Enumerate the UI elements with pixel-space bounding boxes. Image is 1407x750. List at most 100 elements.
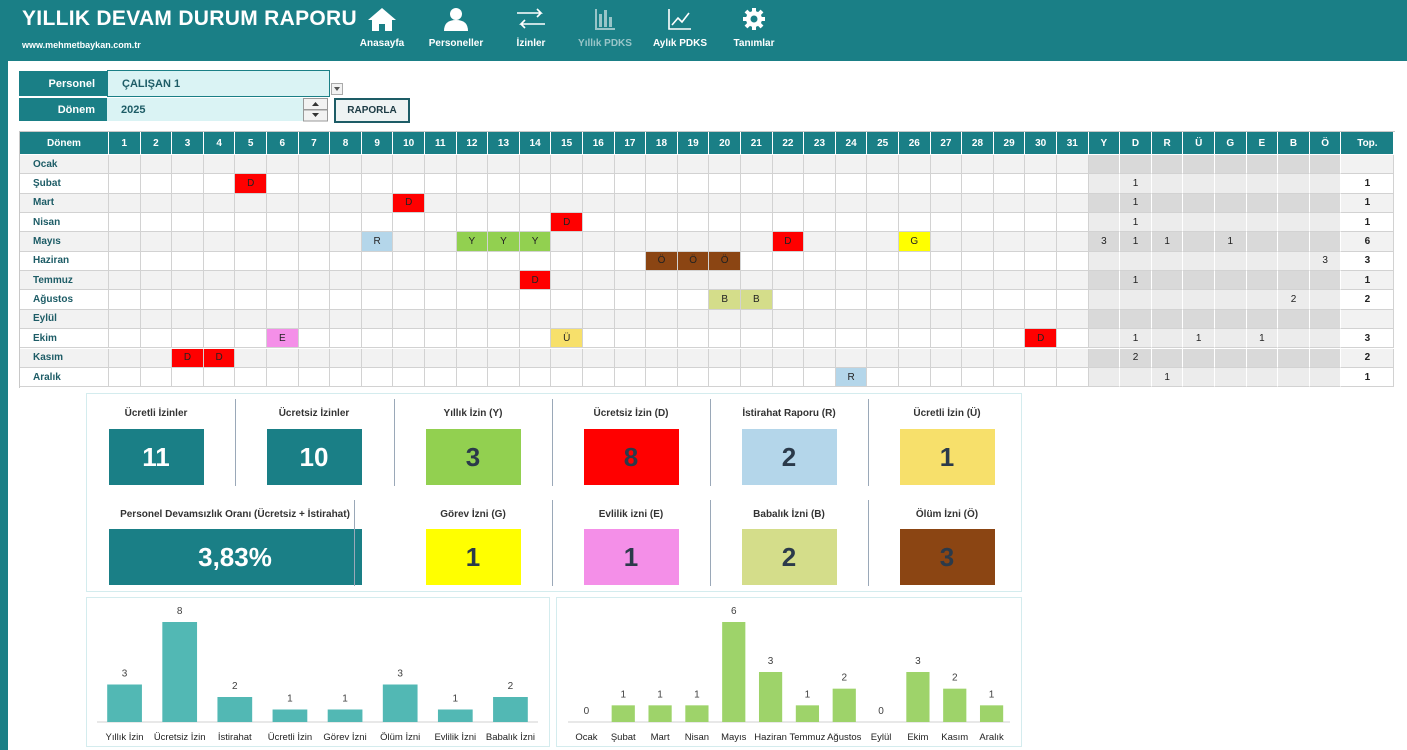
leave-mark: B	[741, 290, 773, 310]
day-cell	[899, 348, 931, 368]
day-cell	[614, 271, 647, 291]
day-cell	[330, 232, 362, 252]
count-cell	[1151, 348, 1184, 368]
dropdown-button[interactable]	[331, 83, 343, 95]
day-cell	[1057, 213, 1089, 233]
column-header: 19	[677, 132, 710, 155]
summary-panel: Ücretli İzinler 11 Ücretsiz İzinler 10 Yıllı…	[86, 393, 1022, 592]
nav-item[interactable]: Anasayfa	[359, 38, 405, 49]
day-cell	[140, 174, 173, 194]
count-cell	[1246, 155, 1279, 175]
day-cell	[899, 290, 931, 310]
day-cell	[425, 367, 457, 388]
day-cell	[393, 309, 425, 330]
day-cell	[425, 174, 457, 194]
day-cell	[235, 155, 267, 175]
day-cell	[330, 290, 362, 310]
day-cell	[741, 348, 773, 368]
day-cell	[867, 367, 899, 388]
count-cell	[1183, 348, 1215, 368]
month-label: Ekim	[20, 329, 109, 349]
day-cell	[835, 155, 868, 175]
day-cell	[267, 251, 299, 272]
nav-item[interactable]: Tanımlar	[733, 38, 775, 49]
spinner[interactable]	[303, 98, 328, 122]
column-header: 25	[867, 132, 899, 155]
day-cell	[203, 271, 236, 291]
column-header: 13	[488, 132, 520, 155]
day-cell	[804, 367, 836, 388]
day-cell	[930, 367, 963, 388]
day-cell	[772, 348, 805, 368]
count-cell	[1246, 232, 1279, 252]
day-cell	[646, 271, 678, 291]
day-cell	[172, 232, 204, 252]
column-header: 20	[709, 132, 741, 155]
column-header: Ü	[1183, 132, 1215, 155]
day-cell	[1057, 155, 1089, 175]
personel-select[interactable]: ÇALIŞAN 1	[107, 70, 330, 97]
count-cell	[1088, 193, 1121, 214]
day-cell	[962, 290, 994, 310]
donem-input[interactable]: 2025	[107, 98, 303, 121]
day-cell	[393, 155, 425, 175]
day-cell	[709, 348, 741, 368]
card-label: Babalık İzni (B)	[753, 509, 825, 520]
day-cell	[677, 155, 710, 175]
card-label: Ücretsiz İzin (D)	[593, 408, 669, 419]
column-header: 30	[1025, 132, 1057, 155]
day-cell	[741, 367, 773, 388]
day-cell	[298, 174, 331, 194]
day-cell	[646, 367, 678, 388]
day-cell	[930, 348, 963, 368]
day-cell	[235, 193, 267, 214]
leave-mark: D	[393, 193, 425, 214]
day-cell	[425, 193, 457, 214]
day-cell	[899, 193, 931, 214]
day-cell	[835, 174, 868, 194]
nav-item[interactable]: Personeller	[428, 38, 484, 49]
day-cell	[425, 329, 457, 349]
day-cell	[1025, 155, 1057, 175]
count-cell	[1278, 329, 1310, 349]
day-cell	[867, 290, 899, 310]
day-cell	[140, 290, 173, 310]
nav-item[interactable]: Aylık PDKS	[652, 38, 708, 49]
card-value: 1	[899, 429, 995, 485]
column-header: 11	[425, 132, 457, 155]
day-cell	[298, 251, 331, 272]
count-cell	[1088, 174, 1121, 194]
column-header: 29	[993, 132, 1026, 155]
day-cell	[298, 213, 331, 233]
day-cell	[361, 290, 394, 310]
column-header: 16	[583, 132, 615, 155]
day-cell	[425, 309, 457, 330]
count-cell	[1309, 213, 1342, 233]
column-header: 31	[1057, 132, 1089, 155]
day-cell	[172, 290, 204, 310]
day-cell	[614, 329, 647, 349]
day-cell	[109, 271, 141, 291]
count-cell	[1278, 309, 1310, 330]
day-cell	[741, 232, 773, 252]
day-cell	[867, 329, 899, 349]
report-button[interactable]: RAPORLA	[334, 98, 410, 123]
nav-item[interactable]: İzinler	[516, 38, 546, 49]
count-cell	[1183, 155, 1215, 175]
column-header: Ö	[1309, 132, 1342, 155]
day-cell	[993, 309, 1026, 330]
nav-item[interactable]: Yıllık PDKS	[578, 38, 632, 49]
day-cell	[298, 367, 331, 388]
day-cell	[709, 232, 741, 252]
day-cell	[456, 290, 489, 310]
count-cell	[1088, 251, 1121, 272]
day-cell	[488, 309, 520, 330]
day-cell	[425, 155, 457, 175]
count-cell	[1151, 251, 1184, 272]
day-cell	[804, 213, 836, 233]
count-cell	[1278, 251, 1310, 272]
count-cell: 1	[1151, 367, 1184, 388]
day-cell	[393, 290, 425, 310]
day-cell	[456, 213, 489, 233]
day-cell	[804, 348, 836, 368]
